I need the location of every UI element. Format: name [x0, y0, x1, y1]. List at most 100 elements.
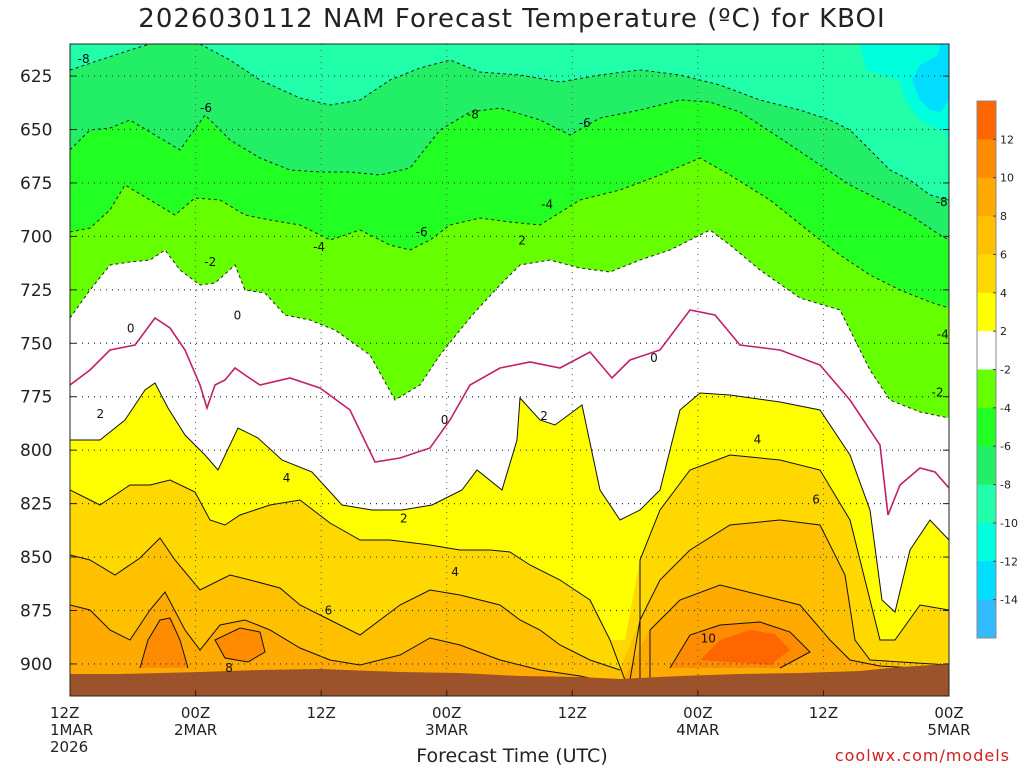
y-tick-label-800: 800 — [20, 441, 52, 461]
chart-title: 2026030112 NAM Forecast Temperature (ºC)… — [138, 4, 886, 34]
x-tick-label-0-1: 1MAR — [50, 721, 93, 739]
colorbar-band-13 — [977, 599, 996, 639]
x-tick-label-60-1: 4MAR — [676, 721, 719, 739]
y-tick-label-750: 750 — [20, 334, 52, 354]
y-tick-label-700: 700 — [20, 227, 52, 247]
contour-label-15: -2 — [932, 385, 944, 399]
contour-label-1: -6 — [200, 101, 212, 115]
colorbar-band-7 — [977, 369, 996, 409]
contour-label-11: 0 — [127, 321, 135, 335]
colorbar-label-6: -2 — [1000, 364, 1011, 377]
colorbar-label-11: -12 — [1000, 555, 1018, 568]
contour-label-9: -8 — [936, 195, 948, 209]
contour-label-3: -6 — [579, 116, 591, 130]
x-tick-label-0-0: 12Z — [50, 704, 79, 722]
colorbar-band-0 — [977, 101, 996, 140]
contour-label-23: 6 — [325, 603, 333, 617]
x-axis-label: Forecast Time (UTC) — [416, 745, 608, 767]
colorbar-label-5: 2 — [1000, 325, 1007, 338]
colorbar-label-10: -10 — [1000, 517, 1018, 530]
band-12 — [700, 630, 790, 665]
y-tick-label-675: 675 — [20, 174, 52, 194]
contour-line-minus-2 — [70, 229, 949, 419]
contour-label-14: 0 — [441, 413, 449, 427]
x-tick-label-60-0: 00Z — [683, 704, 712, 722]
y-tick-label-625: 625 — [20, 67, 52, 87]
colorbar-label-9: -8 — [1000, 479, 1011, 492]
colorbar-label-12: -14 — [1000, 594, 1018, 607]
x-tick-label-36-0: 00Z — [432, 704, 461, 722]
contour-label-19: 2 — [400, 512, 408, 526]
contour-label-5: -6 — [416, 225, 428, 239]
contour-label-6: -4 — [313, 240, 325, 254]
colorbar-band-8 — [977, 407, 996, 447]
contour-line-zero — [70, 309, 949, 516]
contour-line-8 — [70, 584, 949, 686]
y-tick-label-875: 875 — [20, 601, 52, 621]
terrain-ground — [70, 664, 949, 696]
contour-label-4: -4 — [541, 197, 553, 211]
colorbar-label-1: 10 — [1000, 172, 1014, 185]
contour-label-16: 2 — [97, 407, 105, 421]
y-tick-label-825: 825 — [20, 495, 52, 515]
x-tick-label-12-1: 2MAR — [174, 721, 217, 739]
x-tick-label-0-2: 2026 — [50, 738, 88, 756]
y-tick-label-850: 850 — [20, 548, 52, 568]
colorbar: 12 10 8 6 4 2 -2 -4 -6 -8 -10 -12 -14 — [976, 100, 1018, 639]
colorbar-label-3: 6 — [1000, 248, 1007, 261]
contour-label-7: -2 — [204, 255, 216, 269]
grid-vertical — [195, 44, 824, 696]
colorbar-band-1 — [977, 139, 996, 179]
colorbar-band-12 — [977, 561, 996, 601]
contour-line-minus-4 — [70, 157, 949, 309]
contour-line-2 — [70, 382, 949, 613]
y-tick-label-725: 725 — [20, 281, 52, 301]
colorbar-label-0: 12 — [1000, 133, 1014, 146]
colorbar-band-6 — [977, 331, 996, 370]
contour-label-10: -4 — [937, 328, 949, 342]
contour-line-minus-6 — [70, 99, 949, 241]
contour-label-20: 4 — [754, 432, 762, 446]
x-tick-label-36-1: 3MAR — [425, 721, 468, 739]
contour-label-17: 2 — [540, 409, 548, 423]
x-tick-label-48-0: 12Z — [558, 704, 587, 722]
colorbar-band-9 — [977, 446, 996, 486]
x-tick-label-24-0: 12Z — [306, 704, 335, 722]
colorbar-band-5 — [977, 292, 996, 332]
colorbar-label-2: 8 — [1000, 210, 1007, 223]
x-tick-label-84-0: 00Z — [934, 704, 963, 722]
grid-horizontal — [70, 75, 949, 665]
contour-label-2: -8 — [467, 108, 479, 122]
x-tick-label-12-0: 00Z — [181, 704, 210, 722]
colorbar-label-7: -4 — [1000, 402, 1011, 415]
contour-line-6 — [70, 519, 949, 681]
colorbar-band-10 — [977, 484, 996, 524]
contour-label-21: 6 — [812, 492, 820, 506]
x-tick-label-72-0: 12Z — [809, 704, 838, 722]
contour-label-25: 8 — [225, 661, 233, 675]
contour-label-22: 4 — [451, 565, 459, 579]
band-8 — [70, 585, 949, 696]
x-tick-label-84-1: 5MAR — [927, 721, 970, 739]
contour-labels: -8 -6 -8 -6 -4 -6 -4 -2 2 -8 -4 0 0 0 0 -2 2 2 4 2 4 6 4 6 10 8 — [78, 52, 949, 675]
contour-label-24: 10 — [701, 631, 716, 645]
colorbar-label-8: -6 — [1000, 440, 1011, 453]
colorbar-band-3 — [977, 216, 996, 255]
plot-frame — [69, 43, 950, 697]
contour-line-4 — [70, 454, 949, 681]
contour-line-10 — [139, 617, 811, 669]
y-tick-label-775: 775 — [20, 388, 52, 408]
contour-label-8: 2 — [518, 234, 526, 248]
contour-label-18: 4 — [283, 471, 291, 485]
contour-label-0: -8 — [78, 52, 90, 66]
colorbar-label-4: 4 — [1000, 287, 1007, 300]
colorbar-band-2 — [977, 177, 996, 217]
y-tick-label-650: 650 — [20, 121, 52, 141]
contour-line-minus-8 — [70, 44, 949, 201]
contour-label-12: 0 — [234, 308, 242, 322]
site-credit: coolwx.com/models — [834, 746, 1010, 765]
colorbar-band-4 — [977, 254, 996, 294]
